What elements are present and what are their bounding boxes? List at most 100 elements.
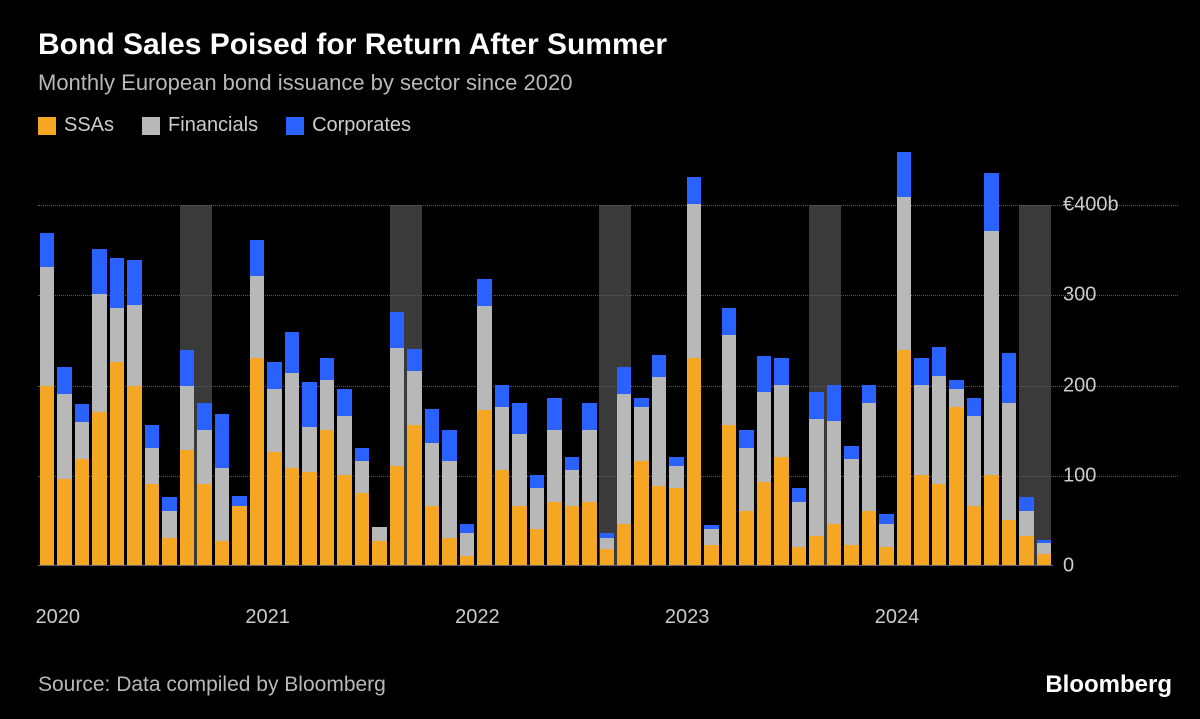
bar-column: [197, 150, 211, 565]
seg-ssas: [967, 506, 981, 565]
seg-financials: [162, 511, 176, 538]
seg-ssas: [844, 545, 858, 565]
seg-financials: [495, 407, 509, 470]
seg-corporates: [984, 173, 998, 232]
bar-column: [704, 150, 718, 565]
bar-column: [57, 150, 71, 565]
seg-financials: [704, 529, 718, 545]
seg-ssas: [477, 410, 491, 565]
y-axis-label: 300: [1063, 284, 1096, 307]
bar-column: [757, 150, 771, 565]
seg-financials: [127, 305, 141, 386]
bar-column: [862, 150, 876, 565]
seg-ssas: [809, 536, 823, 565]
seg-financials: [1019, 511, 1033, 536]
seg-ssas: [215, 541, 229, 565]
seg-financials: [337, 416, 351, 475]
seg-ssas: [582, 502, 596, 565]
seg-corporates: [652, 355, 666, 378]
seg-financials: [617, 394, 631, 525]
bar-column: [302, 150, 316, 565]
legend-item: SSAs: [38, 114, 114, 137]
seg-corporates: [197, 403, 211, 430]
seg-ssas: [460, 556, 474, 565]
seg-financials: [320, 380, 334, 430]
bar-column: [897, 150, 911, 565]
seg-ssas: [285, 468, 299, 565]
bar-column: [547, 150, 561, 565]
bar-column: [407, 150, 421, 565]
seg-ssas: [425, 506, 439, 565]
seg-ssas: [372, 541, 386, 565]
seg-corporates: [232, 496, 246, 507]
seg-financials: [285, 373, 299, 468]
bar-column: [250, 150, 264, 565]
x-axis-label: 2022: [455, 606, 500, 629]
bar-column: [477, 150, 491, 565]
legend-item: Corporates: [286, 114, 411, 137]
legend-swatch: [286, 117, 304, 135]
seg-corporates: [739, 430, 753, 448]
seg-corporates: [792, 488, 806, 502]
seg-ssas: [407, 425, 421, 565]
bar-column: [512, 150, 526, 565]
seg-financials: [267, 389, 281, 452]
bar-column: [110, 150, 124, 565]
seg-financials: [40, 267, 54, 386]
seg-financials: [1037, 543, 1051, 554]
seg-financials: [722, 335, 736, 425]
bar-column: [390, 150, 404, 565]
seg-corporates: [250, 240, 264, 276]
seg-corporates: [477, 279, 491, 306]
bar-column: [1037, 150, 1051, 565]
seg-financials: [390, 348, 404, 465]
legend-label: Financials: [168, 114, 258, 137]
seg-corporates: [547, 398, 561, 430]
seg-financials: [879, 524, 893, 547]
seg-financials: [92, 294, 106, 411]
bar-column: [687, 150, 701, 565]
seg-corporates: [162, 497, 176, 511]
seg-ssas: [652, 486, 666, 565]
bars-container: [38, 150, 1053, 565]
bar-column: [617, 150, 631, 565]
bar-column: [1019, 150, 1033, 565]
bar-column: [495, 150, 509, 565]
seg-ssas: [302, 472, 316, 565]
seg-ssas: [1019, 536, 1033, 565]
seg-ssas: [530, 529, 544, 565]
seg-ssas: [512, 506, 526, 565]
seg-corporates: [57, 367, 71, 394]
bar-column: [425, 150, 439, 565]
seg-corporates: [634, 398, 648, 407]
bar-column: [967, 150, 981, 565]
seg-ssas: [704, 545, 718, 565]
seg-financials: [302, 427, 316, 472]
legend-swatch: [142, 117, 160, 135]
seg-ssas: [197, 484, 211, 565]
seg-corporates: [267, 362, 281, 389]
seg-financials: [792, 502, 806, 547]
seg-ssas: [739, 511, 753, 565]
seg-corporates: [110, 258, 124, 308]
seg-financials: [530, 488, 544, 529]
seg-corporates: [442, 430, 456, 462]
bar-column: [565, 150, 579, 565]
seg-ssas: [774, 457, 788, 565]
seg-ssas: [757, 482, 771, 565]
seg-ssas: [914, 475, 928, 565]
seg-financials: [774, 385, 788, 457]
seg-ssas: [565, 506, 579, 565]
seg-corporates: [687, 177, 701, 204]
seg-ssas: [127, 386, 141, 565]
seg-financials: [862, 403, 876, 511]
seg-corporates: [302, 382, 316, 427]
seg-ssas: [495, 470, 509, 565]
seg-ssas: [792, 547, 806, 565]
seg-ssas: [862, 511, 876, 565]
seg-financials: [110, 308, 124, 362]
seg-financials: [372, 527, 386, 541]
seg-ssas: [337, 475, 351, 565]
seg-financials: [687, 204, 701, 357]
seg-corporates: [862, 385, 876, 403]
